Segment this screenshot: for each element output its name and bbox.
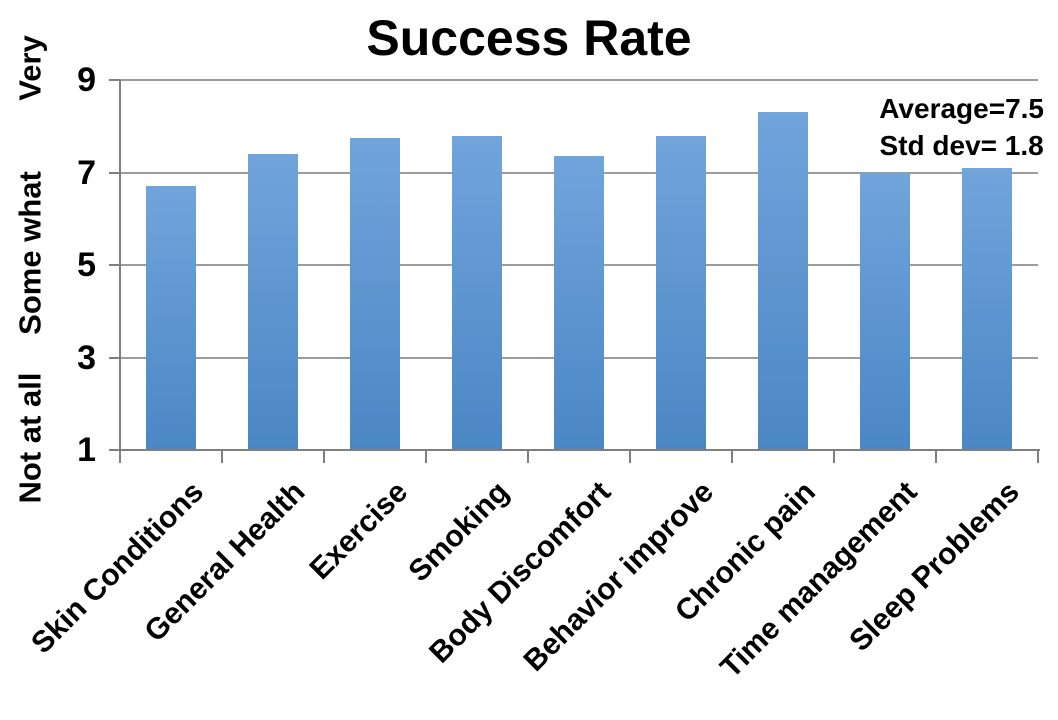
gridline xyxy=(120,79,1038,81)
bar xyxy=(962,167,1012,450)
y-tick-label: 1 xyxy=(77,431,96,469)
bar xyxy=(860,172,910,450)
category-label: Skin Conditions xyxy=(24,475,210,661)
x-tick-mark xyxy=(119,451,121,463)
annotation-average: Average=7.5 xyxy=(879,93,1044,124)
y-tick-mark xyxy=(109,79,120,81)
category-label: Exercise xyxy=(302,475,414,586)
x-tick-mark xyxy=(1037,451,1039,463)
bar xyxy=(758,112,808,450)
x-tick-mark xyxy=(527,451,529,463)
category-label: Behavior improve xyxy=(517,475,720,678)
y-tick-mark xyxy=(109,264,120,266)
y-tick-label: 5 xyxy=(77,246,96,284)
category-label: Time management xyxy=(714,475,924,685)
bar xyxy=(554,156,604,450)
x-tick-mark xyxy=(731,451,733,463)
x-axis-line xyxy=(119,449,1040,451)
plot-area xyxy=(120,79,1038,450)
y-tick-label: 3 xyxy=(77,338,96,377)
y-scale-word: Not at all xyxy=(12,372,48,504)
x-tick-mark xyxy=(833,451,835,463)
annotation-stddev: Std dev= 1.8 xyxy=(879,130,1044,161)
y-tick-label: 9 xyxy=(77,61,96,99)
y-tick-mark xyxy=(109,356,120,359)
y-scale-word: Some what xyxy=(12,171,48,335)
x-tick-mark xyxy=(221,451,223,463)
bar xyxy=(452,135,502,450)
bar xyxy=(656,135,706,450)
x-tick-mark xyxy=(935,451,937,463)
x-tick-mark xyxy=(425,451,427,463)
y-scale-word: Very xyxy=(12,35,48,101)
x-tick-mark xyxy=(323,451,325,463)
bar xyxy=(146,186,196,450)
category-label: Body Discomfort xyxy=(423,475,618,670)
chart-title: Success Rate xyxy=(366,10,692,66)
y-tick-mark xyxy=(109,449,120,451)
x-tick-mark xyxy=(629,451,631,463)
y-tick-mark xyxy=(109,171,120,174)
y-axis-line xyxy=(119,80,121,463)
annotation-box: Average=7.5 Std dev= 1.8 xyxy=(879,90,1044,164)
bar xyxy=(248,154,298,450)
bar xyxy=(350,137,400,450)
y-tick-label: 7 xyxy=(77,153,96,192)
